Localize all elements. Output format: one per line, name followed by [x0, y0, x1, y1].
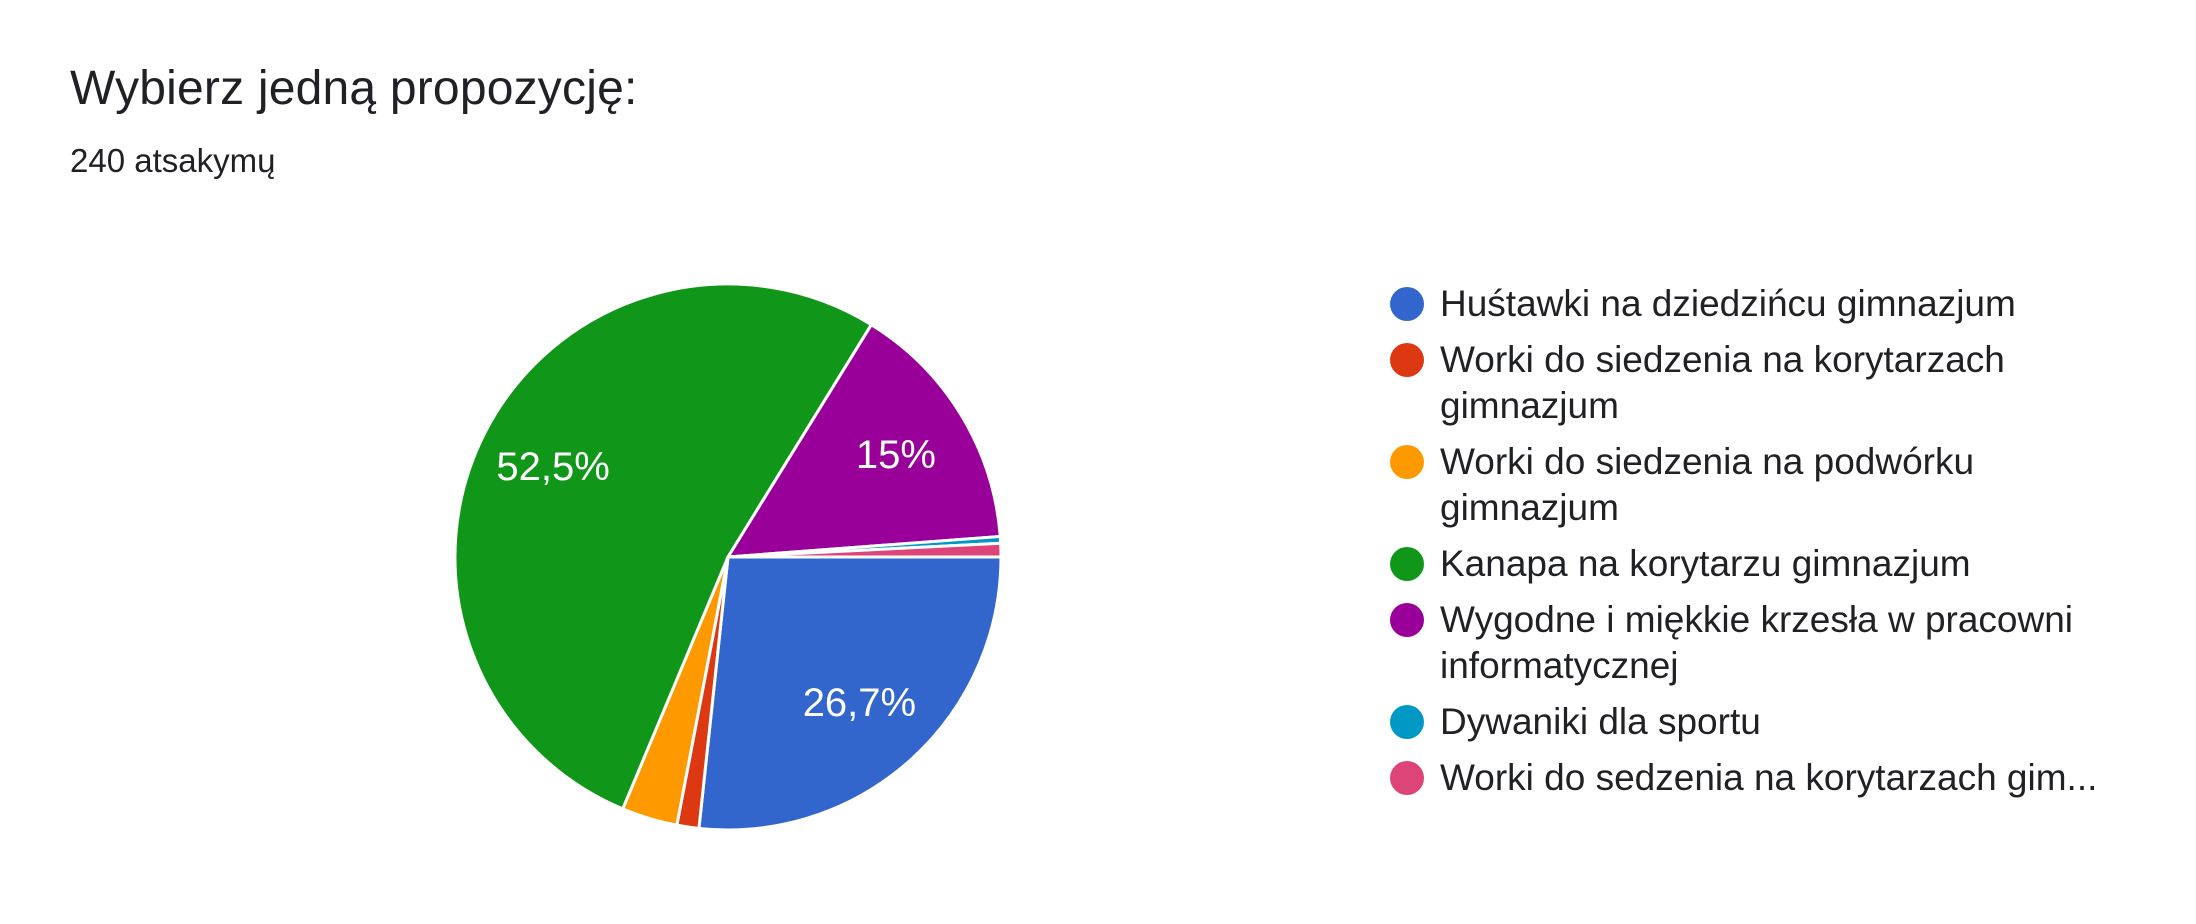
legend-label-line: informatycznej [1440, 645, 1679, 686]
legend-item-label: Worki do siedzenia na podwórku gimnazjum [1440, 439, 1974, 531]
legend-color-dot-icon [1390, 547, 1424, 581]
question-title: Wybierz jedną propozycję: [70, 62, 638, 115]
legend-item-label: Worki do siedzenia na korytarzach gimnazj… [1440, 337, 2005, 429]
legend-item-4: Wygodne i miękkie krzesła w pracowni info… [1390, 597, 2150, 689]
pie-slice-4[interactable] [725, 322, 1002, 559]
legend-item-1: Worki do siedzenia na korytarzach gimnazj… [1390, 337, 2150, 429]
pie-slice-0[interactable] [697, 555, 1003, 832]
legend-color-dot-icon [1390, 705, 1424, 739]
pie-chart: 26,7% 52,5% 15% [453, 282, 1003, 832]
legend-item-5: Dywaniki dla sportu [1390, 699, 2150, 745]
pie-slices-group [453, 282, 1003, 832]
legend-label-line: Wygodne i miękkie krzesła w pracowni [1440, 599, 2074, 640]
legend-label-line: Worki do siedzenia na podwórku [1440, 441, 1975, 482]
responses-count: 240 atsakymų [70, 142, 276, 179]
legend-label-line: Kanapa na korytarzu gimnazjum [1440, 543, 1971, 584]
slice-percent-label: 52,5% [496, 445, 609, 489]
pie-slice-6[interactable] [727, 541, 1003, 559]
legend-item-label: Wygodne i miękkie krzesła w pracowni info… [1440, 597, 2073, 689]
legend-label-line: gimnazjum [1440, 487, 1619, 528]
legend-color-dot-icon [1390, 445, 1424, 479]
slice-percent-label: 26,7% [803, 681, 916, 725]
legend-item-0: Huśtawki na dziedzińcu gimnazjum [1390, 281, 2150, 327]
legend-color-dot-icon [1390, 287, 1424, 321]
slice-percent-label: 15% [856, 433, 936, 477]
legend-label-line: Worki do sedzenia na korytarzach gim... [1440, 757, 2098, 798]
legend-label-line: Huśtawki na dziedzińcu gimnazjum [1440, 283, 2016, 324]
legend-color-dot-icon [1390, 761, 1424, 795]
legend-label-line: gimnazjum [1440, 385, 1619, 426]
legend-item-6: Worki do sedzenia na korytarzach gim... [1390, 755, 2150, 801]
legend-label-line: Worki do siedzenia na korytarzach [1440, 339, 2005, 380]
pie-labels-group: 26,7% 52,5% 15% [496, 433, 936, 725]
legend-item-3: Kanapa na korytarzu gimnazjum [1390, 541, 2150, 587]
legend-item-label: Huśtawki na dziedzińcu gimnazjum [1440, 281, 2016, 327]
pie-slice-3[interactable] [453, 282, 874, 811]
chart-legend: Huśtawki na dziedzińcu gimnazjum Worki do… [1390, 281, 2150, 811]
legend-label-line: Dywaniki dla sportu [1440, 701, 1761, 742]
legend-item-label: Kanapa na korytarzu gimnazjum [1440, 541, 1971, 587]
legend-item-label: Dywaniki dla sportu [1440, 699, 1761, 745]
legend-color-dot-icon [1390, 603, 1424, 637]
legend-color-dot-icon [1390, 343, 1424, 377]
legend-item-2: Worki do siedzenia na podwórku gimnazjum [1390, 439, 2150, 531]
legend-item-label: Worki do sedzenia na korytarzach gim... [1440, 755, 2097, 801]
